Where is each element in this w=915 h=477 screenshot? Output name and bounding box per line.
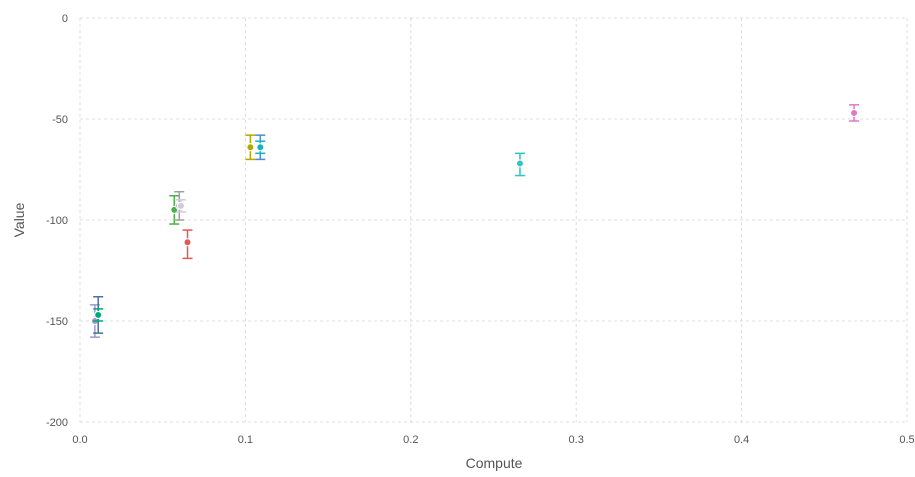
data-point-group: [175, 199, 186, 213]
y-tick-label: -50: [52, 114, 68, 126]
data-point: [246, 143, 255, 152]
data-point: [256, 143, 265, 152]
x-tick-label: 0.0: [72, 434, 87, 446]
x-tick-label: 0.3: [569, 434, 584, 446]
data-point-group: [93, 308, 104, 322]
tick-labels: 0.0 0.1 0.2 0.3 0.4 0.5 0 -50 -100 -150 -200: [46, 13, 915, 446]
data-point-group: [514, 152, 525, 177]
y-tick-label: -150: [46, 316, 68, 328]
x-tick-label: 0.1: [238, 434, 253, 446]
data-point: [94, 310, 103, 319]
y-tick-label: 0: [62, 13, 68, 25]
data-point-group: [182, 229, 193, 260]
x-tick-label: 0.4: [734, 434, 749, 446]
data-point: [183, 238, 192, 247]
data-point-group: [849, 104, 860, 122]
x-tick-label: 0.5: [899, 434, 914, 446]
data-point: [850, 108, 859, 117]
data-point-group: [255, 140, 266, 155]
y-axis-title: Value: [11, 202, 27, 237]
data-point: [515, 159, 524, 168]
x-tick-label: 0.2: [403, 434, 418, 446]
x-axis-title: Compute: [466, 455, 523, 471]
data-point-group: [245, 134, 256, 161]
data-points: [89, 104, 860, 338]
y-tick-label: -200: [46, 417, 68, 429]
y-tick-label: -100: [46, 215, 68, 227]
grid: [79, 17, 908, 423]
data-point: [176, 201, 185, 210]
